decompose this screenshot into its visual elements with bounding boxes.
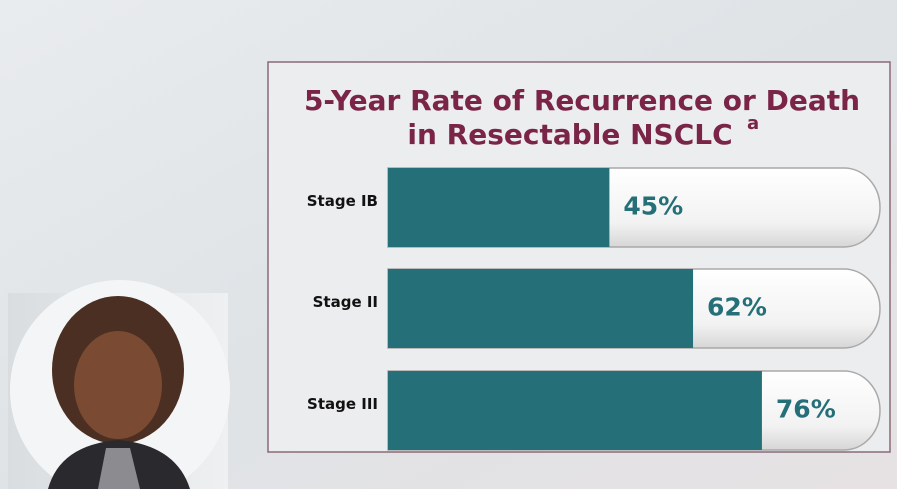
category-label: Stage IB [307,192,378,210]
bar [388,269,693,348]
chart-title: 5-Year Rate of Recurrence or Death [304,84,860,117]
bar [388,168,609,247]
presenter-video [8,280,230,489]
value-label: 62% [707,293,767,322]
category-label: Stage II [313,293,378,311]
screen: 5-Year Rate of Recurrence or Death in Re… [0,0,897,489]
chart-title: in Resectable NSCLC [407,118,732,151]
value-label: 76% [776,395,836,424]
value-label: 45% [623,192,683,221]
category-label: Stage III [307,395,378,413]
title-footnote: a [747,113,759,134]
face [74,331,162,439]
bar [388,371,762,450]
